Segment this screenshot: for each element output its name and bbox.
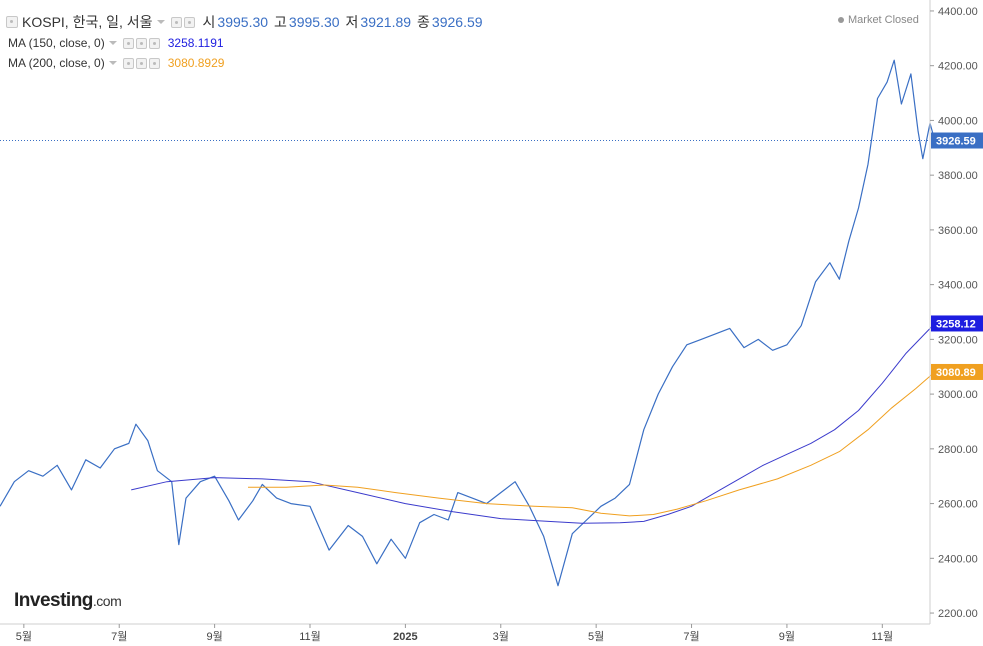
- market-status: Market Closed: [838, 14, 919, 26]
- y-tick-label-1: 2400.00: [938, 553, 978, 565]
- gear-icon[interactable]: [183, 16, 195, 28]
- x-tick-label-7: 7월: [683, 630, 699, 643]
- last-value-labels: 3926.59 3258.12 3080.89: [931, 132, 983, 380]
- y-tick-label-10: 4200.00: [938, 61, 978, 73]
- indicator-ma200-label: MA (200, close, 0): [8, 56, 105, 70]
- kospi-price-line: [0, 59, 936, 587]
- low-label: 저: [345, 14, 359, 30]
- x-tick-label-2: 9월: [206, 630, 222, 643]
- y-tick-label-4: 3000.00: [938, 389, 978, 401]
- last-value-text-1: 3258.12: [936, 318, 976, 330]
- last-value-text-2: 3080.89: [936, 367, 976, 379]
- logo-main: Investing: [14, 590, 93, 611]
- x-tick-label-3: 11월: [299, 630, 321, 643]
- gear-icon[interactable]: [135, 57, 147, 69]
- y-tick-label-0: 2200.00: [938, 608, 978, 620]
- open-label: 시: [202, 14, 216, 30]
- x-tick-label-4: 2025: [393, 631, 417, 643]
- y-tick-label-8: 3800.00: [938, 170, 978, 182]
- y-tick-label-6: 3400.00: [938, 280, 978, 292]
- investing-logo: Investing.com: [14, 590, 122, 612]
- x-tick-label-6: 5월: [588, 630, 604, 643]
- x-tick-label-1: 7월: [111, 630, 127, 643]
- symbol-header: KOSPI, 한국, 일, 서울 시 3995.30 고 3995.30 저 3921…: [6, 12, 483, 32]
- eye-icon[interactable]: [122, 37, 134, 49]
- indicator-ma200-value: 3080.8929: [167, 56, 225, 70]
- symbol-title: KOSPI, 한국, 일, 서울: [22, 14, 153, 30]
- last-value-badge-0: [931, 132, 983, 149]
- close-value: 3926.59: [431, 14, 483, 30]
- high-value: 3995.30: [288, 14, 340, 30]
- eye-icon[interactable]: [122, 57, 134, 69]
- last-value-text-0: 3926.59: [936, 136, 976, 148]
- low-value: 3921.89: [360, 14, 412, 30]
- logo-suffix: .com: [92, 593, 122, 609]
- close-label: 종: [417, 14, 430, 30]
- indicator-ma200: MA (200, close, 0) 3080.8929: [8, 56, 224, 70]
- chevron-down-icon[interactable]: [108, 41, 117, 45]
- y-tick-label-9: 4000.00: [938, 115, 978, 127]
- ma200-line: [248, 371, 936, 517]
- plot-area: [0, 59, 936, 587]
- date-axis: 5월 7월 9월 11월 2025 3월 5월 7월 9월 11월: [0, 623, 930, 643]
- gear-icon[interactable]: [135, 37, 147, 49]
- square-minus-icon[interactable]: [6, 16, 18, 28]
- market-status-text: Market Closed: [848, 14, 919, 26]
- indicator-ma150-value: 3258.1191: [167, 36, 224, 50]
- indicator-ma150: MA (150, close, 0) 3258.1191: [8, 36, 224, 50]
- x-tick-label-9: 11월: [872, 630, 894, 643]
- x-tick-label-5: 3월: [493, 630, 509, 643]
- price-axis: 2200.00 2400.00 2600.00 2800.00 3000.00 3200.…: [929, 0, 978, 624]
- high-label: 고: [274, 14, 287, 30]
- y-tick-label-2: 2600.00: [938, 499, 978, 511]
- close-icon[interactable]: [148, 37, 160, 49]
- ma150-line: [131, 323, 936, 524]
- chevron-down-icon[interactable]: [108, 61, 117, 65]
- y-tick-label-5: 3200.00: [938, 334, 978, 346]
- open-value: 3995.30: [217, 14, 269, 30]
- close-icon[interactable]: [148, 57, 160, 69]
- last-value-badge-2: [931, 363, 983, 380]
- y-tick-label-7: 3600.00: [938, 225, 978, 237]
- indicator-ma150-label: MA (150, close, 0): [8, 36, 105, 50]
- last-value-badge-1: [931, 315, 983, 332]
- x-tick-label-0: 5월: [16, 630, 32, 643]
- x-tick-label-8: 9월: [779, 630, 795, 643]
- chevron-down-icon[interactable]: [156, 20, 165, 24]
- y-tick-label-11: 4400.00: [938, 6, 978, 18]
- eye-icon[interactable]: [170, 16, 182, 28]
- y-tick-label-3: 2800.00: [938, 444, 978, 456]
- status-dot-icon: [838, 17, 844, 24]
